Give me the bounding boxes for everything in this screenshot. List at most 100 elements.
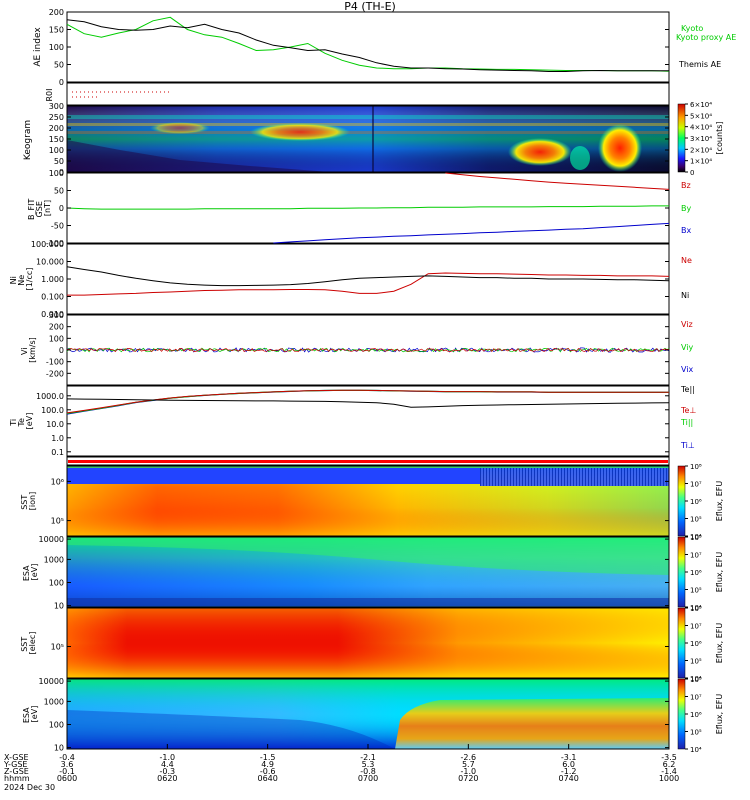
panel-sst-elec: 10⁵ SST [elec] 10⁴ 10⁵ 10⁶ 10⁷ 10⁸ Eflux, EF… (20, 605, 724, 683)
colorbar-tick-label: 10⁴ (690, 675, 702, 683)
x-tick-label: 5.3 (362, 760, 375, 769)
y-tick-label: 1000.0 (36, 392, 64, 401)
colorbar-tick-label: 1×10⁴ (690, 158, 712, 166)
legend-te-perp: Te⊥ (680, 406, 696, 415)
x-tick-label: -2.6 (461, 753, 477, 762)
y-tick-label: 10⁶ (51, 477, 64, 486)
x-tick-label: 0720 (458, 774, 478, 783)
x-tick-label: -0.6 (260, 767, 276, 776)
series-line-ti-par (66, 389, 669, 414)
colorbar-tick-label: 10⁷ (690, 552, 702, 560)
x-tick-label: 1000 (659, 774, 679, 783)
panel-temperature: 0.1 1.0 10.0 100.0 1000.0 Ti Te [eV] Te|| Te… (9, 385, 696, 457)
y-tick-label: 250 (49, 113, 64, 122)
y-tick-label: 10.0 (46, 420, 64, 429)
y-tick-label: 10 (54, 744, 64, 753)
colorbar-tick-label: 10⁷ (690, 623, 702, 631)
series-line-by (66, 205, 669, 210)
y-axis-label: Ti Te [eV] (9, 413, 34, 430)
y-tick-label: 50 (54, 61, 64, 70)
colorbar-tick-label: 10⁶ (690, 640, 702, 648)
y-tick-label: 0.100 (41, 293, 64, 302)
panel-velocity: -200 -100 0 100 200 300 Vi [km/s] Viz Viy Vix (20, 311, 694, 386)
y-tick-label: 100 (49, 169, 64, 178)
colorbar-tick-label: 10⁸ (690, 605, 702, 613)
colorbar-tick-label: 10⁴ (690, 746, 702, 754)
y-tick-label: 1.000 (41, 275, 64, 284)
series-line-kyoto-ae (66, 16, 670, 72)
x-tick-label: -1.5 (260, 753, 276, 762)
colorbar-tick-label: 2×10⁴ (690, 146, 712, 154)
y-tick-label: 200 (49, 323, 64, 332)
x-tick-label: -3.5 (661, 753, 677, 762)
y-tick-label: -100 (46, 239, 64, 248)
x-tick-label: 0640 (257, 774, 277, 783)
y-tick-label: 150 (49, 135, 64, 144)
colorbar-tick-label: 10⁵ (690, 729, 702, 737)
y-tick-label: 300 (49, 102, 64, 111)
colorbar-tick-label: 10⁶ (690, 569, 702, 577)
y-axis-label: ESA [eV] (22, 705, 39, 723)
y-axis-label: AE index (33, 27, 43, 67)
x-tick-label: 0620 (157, 774, 177, 783)
panel-r0i: R0I (45, 82, 670, 106)
colorbar-label: Eflux, EFU (715, 694, 724, 735)
colorbar-sst-ion (677, 465, 686, 537)
y-axis-label: SST [ion] (20, 492, 37, 510)
colorbar-tick-label: 10⁷ (690, 694, 702, 702)
x-tick-label: -1.2 (561, 767, 577, 776)
x-tick-label: -1.0 (160, 753, 176, 762)
y-tick-label: 50 (54, 157, 64, 166)
y-tick-label: 100.0 (41, 406, 64, 415)
colorbar-tick-label: 0 (690, 169, 694, 177)
x-tick-label: 3.6 (61, 760, 74, 769)
x-tick-label: -1.4 (661, 767, 677, 776)
colorbar-keogram (677, 103, 686, 173)
colorbar-tick-label: 6×10⁴ (690, 101, 712, 109)
y-tick-label: 1000 (44, 555, 64, 564)
x-row-label: Z-GSE (4, 767, 29, 776)
y-tick-label: 10000 (39, 535, 64, 544)
y-tick-label: 100 (49, 721, 64, 730)
panel-density: 0.010 0.100 1.000 10.000 100.000 Ni Ne [1/cc… (9, 240, 692, 319)
figure-title: P4 (TH-E) (344, 0, 396, 13)
y-tick-label: 0 (59, 204, 64, 213)
y-tick-label: 0 (59, 168, 64, 177)
series-line-viz (66, 347, 670, 353)
y-tick-label: 10⁵ (51, 517, 64, 526)
x-tick-label: 0600 (57, 774, 77, 783)
y-axis-label: SST [elec] (20, 632, 37, 655)
colorbar-tick-label: 10⁷ (690, 481, 702, 489)
colorbar-tick-label: 3×10⁴ (690, 135, 712, 143)
panel-ae: 0 50 100 150 200 AE index Kyoto Kyoto proxy … (33, 8, 736, 87)
legend-bz: Bz (681, 181, 691, 190)
y-tick-label: 1.0 (51, 434, 64, 443)
y-axis-label: ESA [eV] (22, 563, 39, 581)
y-axis-label: Keogram (23, 120, 33, 160)
colorbar-tick-label: 10⁸ (690, 676, 702, 684)
series-line-bz (445, 172, 670, 190)
colorbar-tick-label: 10⁸ (690, 534, 702, 542)
y-tick-label: 10 (54, 602, 64, 611)
legend-ne: Ne (681, 256, 692, 265)
date-label: 2024 Dec 30 (4, 783, 55, 792)
y-axis-label: Vi [km/s] (20, 337, 37, 363)
x-tick-label: 0700 (358, 774, 378, 783)
colorbar-tick-label: 10⁴ (690, 533, 702, 541)
y-tick-label: 300 (49, 311, 64, 320)
legend-bx: Bx (681, 226, 691, 235)
y-axis-label: B_FIT GSE [nT] (27, 196, 52, 220)
y-tick-label: 150 (49, 26, 64, 35)
colorbar-tick-label: 10⁶ (690, 711, 702, 719)
x-tick-label: 6.0 (562, 760, 575, 769)
y-tick-label: 10⁵ (51, 643, 64, 652)
y-tick-label: 50 (54, 187, 64, 196)
y-tick-label: 100.000 (31, 240, 64, 249)
legend-by: By (681, 204, 691, 213)
x-row-label: X-GSE (4, 753, 29, 762)
y-axis-label: R0I (45, 88, 54, 101)
y-tick-label: 200 (49, 8, 64, 17)
colorbar-tick-label: 5×10⁴ (690, 112, 712, 120)
